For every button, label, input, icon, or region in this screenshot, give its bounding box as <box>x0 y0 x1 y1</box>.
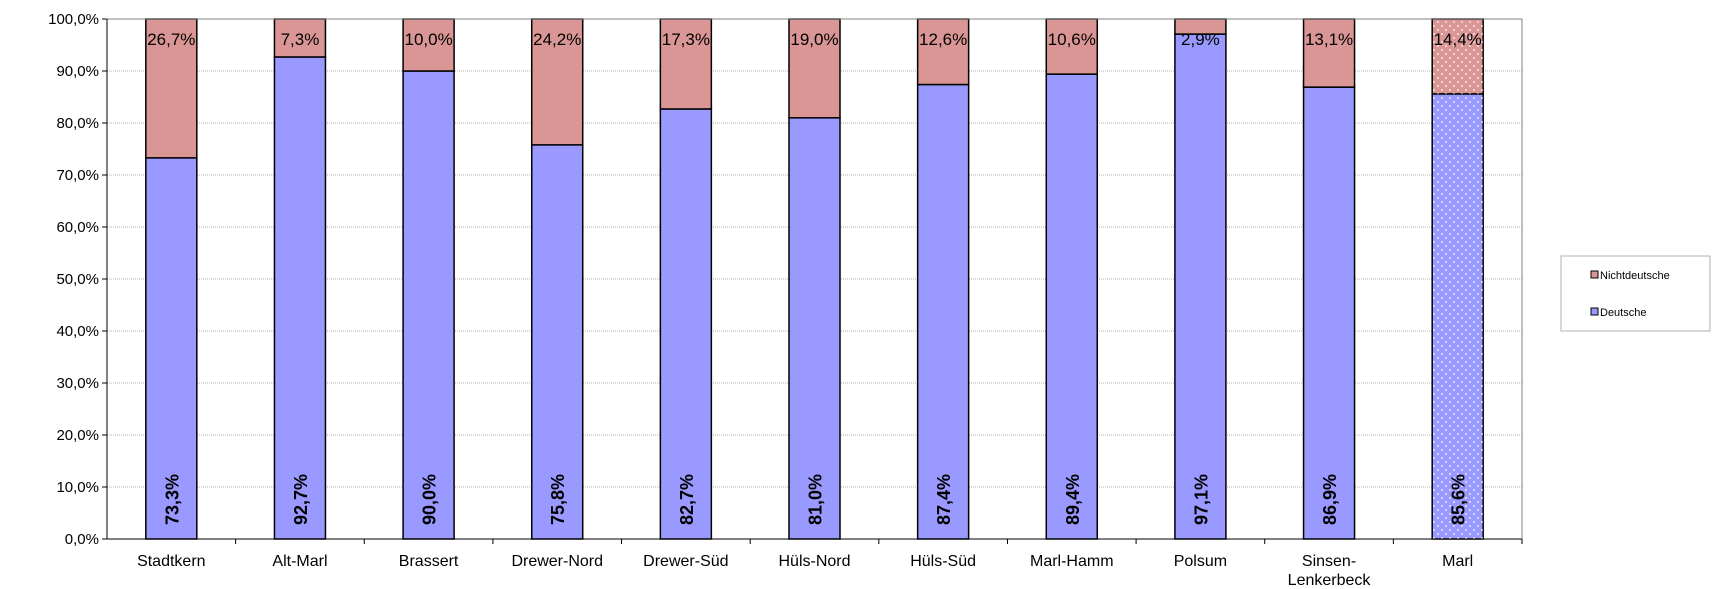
bar-deutsche <box>1174 33 1227 540</box>
x-tick-label: Marl <box>1442 553 1473 570</box>
data-label-nichtdeutsche: 19,0% <box>790 30 838 49</box>
data-label-nichtdeutsche: 13,1% <box>1305 30 1353 49</box>
x-tick-label: Marl-Hamm <box>1030 553 1114 570</box>
legend: Nichtdeutsche Deutsche <box>1560 255 1711 332</box>
bar-nichtdeutsche <box>402 18 455 72</box>
y-tick-label: 90,0% <box>56 63 99 80</box>
legend-label: Deutsche <box>1600 307 1646 319</box>
x-tick-label: Drewer-Nord <box>511 553 603 570</box>
data-label-deutsche: 89,4% <box>1063 474 1083 525</box>
data-label-nichtdeutsche: 24,2% <box>533 30 581 49</box>
data-label-nichtdeutsche: 17,3% <box>662 30 710 49</box>
x-tick-label: Drewer-Süd <box>643 553 728 570</box>
x-tick-label: Stadtkern <box>137 553 205 570</box>
legend-swatch <box>1590 307 1599 316</box>
bar-nichtdeutsche <box>1302 18 1356 88</box>
bars: 26,7% 73,3% 7,3% 92,7% 10,0% 90,0% 24,2% 75,8% 1… <box>145 18 1484 540</box>
data-label-deutsche: 81,0% <box>806 474 826 525</box>
axes: 0,0% 10,0% 20,0% 30,0% 40,0% 50,0% 60,0% 70,0% 8… <box>48 11 1523 589</box>
data-label-deutsche: 85,6% <box>1449 474 1469 525</box>
data-label-deutsche: 92,7% <box>291 474 311 525</box>
x-tick-label: Hüls-Süd <box>910 553 976 570</box>
x-tick-label: Brassert <box>399 553 459 570</box>
y-tick-label: 0,0% <box>65 531 99 548</box>
x-tick-label: Hüls-Nord <box>778 553 850 570</box>
bar-nichtdeutsche <box>659 18 713 110</box>
bar-nichtdeutsche <box>788 18 841 119</box>
x-tick-label: Polsum <box>1174 553 1227 570</box>
bar-nichtdeutsche <box>145 18 198 159</box>
data-label-nichtdeutsche: 7,3% <box>281 30 320 49</box>
y-tick-label: 30,0% <box>56 375 99 392</box>
bar-deutsche <box>916 83 970 540</box>
y-tick-label: 80,0% <box>56 115 99 132</box>
data-label-deutsche: 73,3% <box>162 474 182 525</box>
bar-nichtdeutsche <box>1045 18 1099 75</box>
y-tick-label: 50,0% <box>56 271 99 288</box>
y-tick-label: 40,0% <box>56 323 99 340</box>
y-tick-label: 10,0% <box>56 479 99 496</box>
legend-box <box>1560 255 1711 332</box>
bar-nichtdeutsche-pattern <box>1432 19 1484 94</box>
data-label-nichtdeutsche: 12,6% <box>919 30 967 49</box>
data-label-nichtdeutsche: 26,7% <box>147 30 195 49</box>
y-tick-label: 20,0% <box>56 427 99 444</box>
data-label-deutsche: 82,7% <box>677 474 697 525</box>
y-tick-label: 70,0% <box>56 167 99 184</box>
data-label-deutsche: 90,0% <box>420 474 440 525</box>
bar-deutsche <box>402 70 455 540</box>
bar-deutsche-pattern <box>1432 93 1484 539</box>
data-label-deutsche: 75,8% <box>548 474 568 525</box>
data-label-deutsche: 86,9% <box>1320 474 1340 525</box>
x-tick-label: Alt-Marl <box>272 553 327 570</box>
data-label-nichtdeutsche: 14,4% <box>1434 30 1482 49</box>
bar-deutsche <box>1045 73 1099 540</box>
y-tick-label: 100,0% <box>48 11 99 28</box>
bar-nichtdeutsche <box>916 18 970 86</box>
data-label-deutsche: 97,1% <box>1191 474 1211 525</box>
x-tick-label: Lenkerbeck <box>1288 572 1372 589</box>
bar-deutsche <box>1302 86 1356 540</box>
bar-deutsche <box>273 56 327 540</box>
data-label-nichtdeutsche: 2,9% <box>1181 30 1220 49</box>
x-tick-label: Sinsen- <box>1302 553 1356 570</box>
data-label-nichtdeutsche: 10,6% <box>1048 30 1096 49</box>
bar-nichtdeutsche <box>530 18 584 146</box>
legend-label: Nichtdeutsche <box>1600 270 1670 282</box>
legend-swatch <box>1590 270 1599 279</box>
data-label-nichtdeutsche: 10,0% <box>404 30 452 49</box>
bar-deutsche <box>145 157 198 540</box>
data-label-deutsche: 87,4% <box>934 474 954 525</box>
y-tick-label: 60,0% <box>56 219 99 236</box>
